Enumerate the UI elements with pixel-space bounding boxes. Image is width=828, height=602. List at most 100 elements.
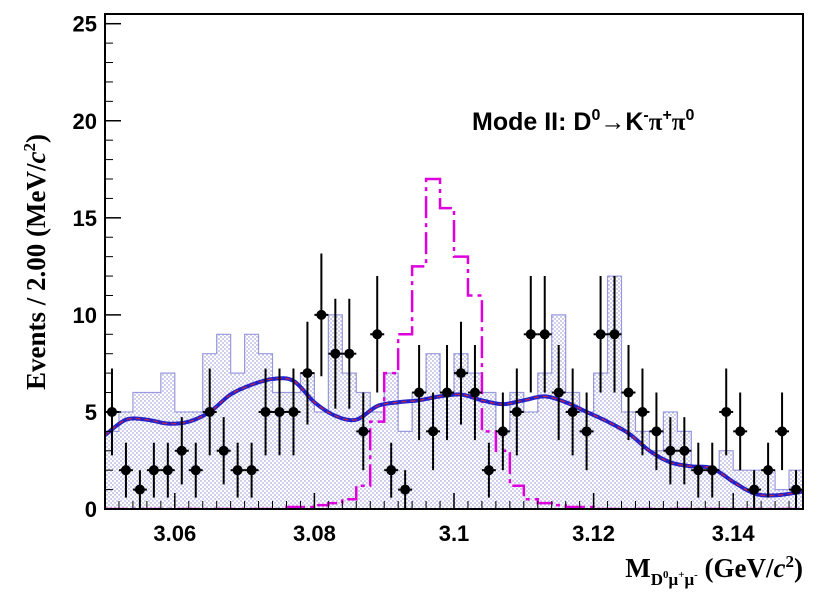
data-point bbox=[216, 417, 231, 485]
data-point bbox=[621, 344, 636, 441]
data-point bbox=[705, 442, 720, 498]
data-point bbox=[370, 276, 385, 393]
data-point bbox=[328, 298, 343, 409]
background-bin bbox=[440, 392, 454, 509]
data-point bbox=[579, 392, 594, 471]
data-marker bbox=[679, 445, 690, 456]
data-marker bbox=[134, 484, 145, 495]
data-point bbox=[244, 442, 259, 498]
background-bin bbox=[523, 411, 538, 509]
data-marker bbox=[637, 406, 648, 417]
data-marker bbox=[176, 445, 187, 456]
axes-layer: 0 5 10 15 20 25 3.06 3.08 3.1 3.12 3.14 bbox=[73, 12, 804, 546]
data-point bbox=[356, 392, 371, 471]
background-bin bbox=[342, 373, 357, 509]
data-point bbox=[719, 368, 734, 456]
background-bin bbox=[733, 470, 748, 509]
data-marker bbox=[414, 387, 425, 398]
data-point bbox=[523, 276, 538, 393]
data-marker bbox=[162, 465, 173, 476]
data-marker bbox=[609, 329, 620, 340]
data-marker bbox=[330, 348, 341, 359]
background-bin bbox=[314, 411, 329, 509]
data-point bbox=[342, 298, 357, 409]
data-point bbox=[426, 392, 441, 471]
data-point bbox=[635, 368, 650, 456]
data-marker bbox=[553, 387, 564, 398]
data-points-layer bbox=[105, 253, 803, 509]
data-marker bbox=[232, 465, 243, 476]
data-point bbox=[230, 442, 245, 498]
data-marker bbox=[246, 465, 257, 476]
background-bin bbox=[300, 373, 315, 509]
data-marker bbox=[442, 387, 453, 398]
y-tick-label: 15 bbox=[73, 206, 97, 231]
data-marker bbox=[483, 465, 494, 476]
data-point bbox=[412, 344, 427, 441]
data-marker bbox=[721, 406, 732, 417]
data-point bbox=[384, 442, 399, 498]
data-marker bbox=[428, 426, 439, 437]
data-marker bbox=[623, 387, 634, 398]
background-bin bbox=[467, 373, 482, 509]
data-point bbox=[118, 442, 133, 498]
data-marker bbox=[707, 465, 718, 476]
background-bin bbox=[719, 450, 734, 509]
x-tick-label: 3.06 bbox=[153, 521, 196, 546]
data-point bbox=[454, 321, 468, 425]
data-point bbox=[481, 442, 496, 498]
data-point bbox=[677, 417, 692, 485]
data-marker bbox=[190, 465, 201, 476]
y-tick-label: 20 bbox=[73, 109, 97, 134]
data-point bbox=[398, 470, 413, 509]
background-bin bbox=[160, 373, 175, 509]
data-marker bbox=[372, 329, 383, 340]
x-axis-label: MD0μ+μ- (GeV/c2) bbox=[625, 552, 803, 589]
data-point bbox=[300, 321, 315, 425]
data-point bbox=[258, 368, 273, 456]
data-marker bbox=[693, 465, 704, 476]
data-marker bbox=[316, 309, 327, 320]
data-marker bbox=[469, 387, 480, 398]
data-point bbox=[132, 470, 147, 509]
background-bin bbox=[132, 392, 147, 509]
data-point bbox=[272, 368, 287, 456]
data-marker bbox=[218, 445, 229, 456]
data-point bbox=[607, 276, 622, 393]
y-tick-label: 5 bbox=[85, 400, 97, 425]
data-point bbox=[314, 253, 329, 377]
data-point bbox=[747, 470, 762, 509]
background-bin bbox=[328, 314, 343, 509]
background-bin bbox=[635, 431, 650, 509]
background-bin bbox=[412, 392, 427, 509]
data-marker bbox=[274, 406, 285, 417]
background-bin bbox=[230, 373, 245, 509]
data-point bbox=[286, 368, 301, 456]
data-point bbox=[202, 368, 217, 456]
data-marker bbox=[344, 348, 355, 359]
mode-annotation: Mode II: D0→K-π+π0 bbox=[472, 107, 694, 136]
x-tick-label: 3.1 bbox=[439, 521, 470, 546]
data-marker bbox=[791, 484, 802, 495]
data-marker bbox=[497, 426, 508, 437]
data-marker bbox=[288, 406, 299, 417]
data-marker bbox=[204, 406, 215, 417]
data-point bbox=[593, 276, 608, 393]
data-marker bbox=[665, 445, 676, 456]
background-bin bbox=[244, 334, 259, 509]
data-marker bbox=[511, 406, 522, 417]
data-point bbox=[663, 417, 678, 485]
data-point bbox=[160, 442, 175, 498]
data-marker bbox=[358, 426, 369, 437]
data-point bbox=[509, 368, 524, 456]
data-marker bbox=[302, 368, 313, 379]
data-point bbox=[551, 344, 566, 441]
data-marker bbox=[386, 465, 397, 476]
data-point bbox=[649, 392, 664, 471]
background-bin bbox=[649, 450, 664, 509]
data-marker bbox=[260, 406, 271, 417]
data-marker bbox=[148, 465, 159, 476]
y-axis-label: Events / 2.00 (MeV/c2) bbox=[20, 134, 51, 390]
data-point bbox=[537, 276, 552, 393]
